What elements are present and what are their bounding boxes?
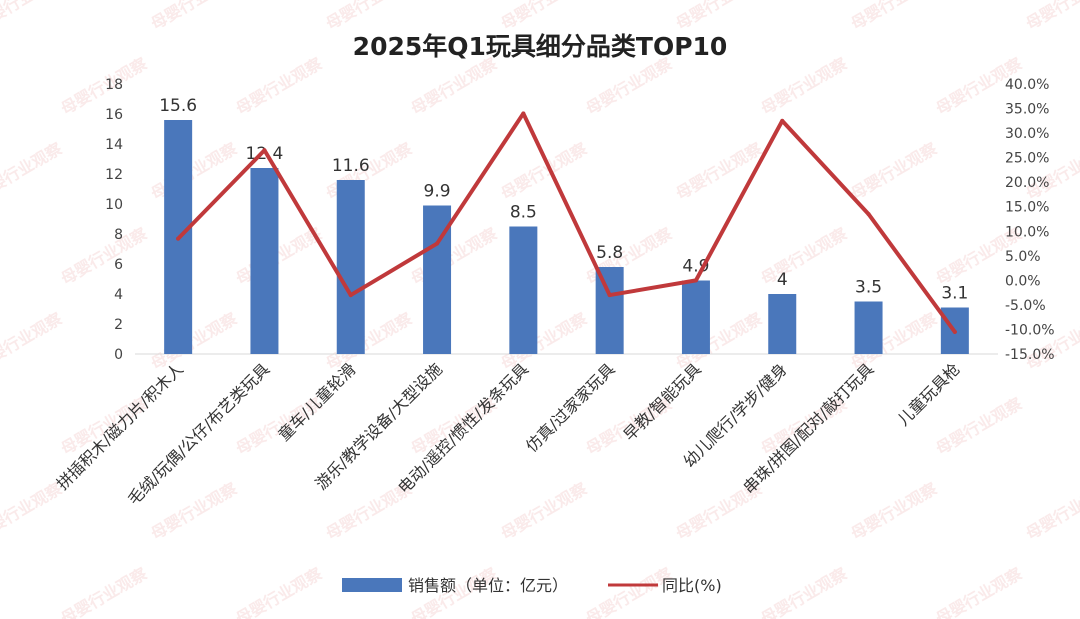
bar — [854, 301, 883, 354]
watermark-text: 母婴行业观察 — [848, 139, 942, 204]
bar-series — [164, 120, 969, 354]
y-left-tick-label: 18 — [105, 77, 123, 93]
watermark-text: 母婴行业观察 — [0, 0, 66, 33]
growth-point — [952, 329, 957, 334]
growth-point — [866, 212, 871, 217]
bar-data-label: 11.6 — [332, 156, 370, 176]
watermark-text: 母婴行业观察 — [933, 564, 1027, 619]
y-left-tick-label: 14 — [105, 137, 123, 153]
watermark-text: 母婴行业观察 — [1023, 139, 1080, 204]
watermark-text: 母婴行业观察 — [58, 224, 152, 289]
watermark-text: 母婴行业观察 — [758, 224, 852, 289]
y-left-tick-label: 8 — [114, 227, 123, 243]
watermark-text: 母婴行业观察 — [933, 394, 1027, 459]
y-left-tick-label: 12 — [105, 167, 123, 183]
watermark-text: 母婴行业观察 — [58, 564, 152, 619]
y-right-tick-label: 15.0% — [1005, 200, 1049, 216]
x-tick-label: 早教/智能玩具 — [620, 359, 705, 444]
watermark-text: 母婴行业观察 — [1023, 479, 1080, 544]
y-right-tick-label: 25.0% — [1005, 151, 1049, 167]
bar-data-label: 15.6 — [159, 96, 197, 116]
y-right-tick-label: 35.0% — [1005, 102, 1049, 118]
watermark-text: 母婴行业观察 — [758, 564, 852, 619]
growth-point — [693, 278, 698, 283]
bar-data-label: 4 — [777, 270, 788, 290]
watermark-text: 母婴行业观察 — [848, 479, 942, 544]
y-right-tick-label: 5.0% — [1005, 249, 1041, 265]
bar — [336, 180, 365, 354]
watermark-text: 母婴行业观察 — [498, 0, 592, 33]
y-right-tick-label: -5.0% — [1005, 298, 1046, 314]
y-right-tick-label: -10.0% — [1005, 322, 1055, 338]
legend-bar-label: 销售额（单位：亿元） — [408, 576, 568, 595]
watermark-text: 母婴行业观察 — [0, 139, 66, 204]
watermark-text: 母婴行业观察 — [323, 0, 417, 33]
line-series — [176, 111, 957, 334]
y-axis-right: -15.0% -10.0% -5.0% 0.0% 5.0% 10.0% 15.0% 20.0%… — [1005, 77, 1055, 363]
growth-point — [780, 118, 785, 123]
y-right-tick-label: 10.0% — [1005, 224, 1049, 240]
bar — [595, 267, 624, 354]
y-left-tick-label: 6 — [114, 257, 123, 273]
watermark-text: 母婴行业观察 — [323, 309, 417, 374]
watermark-text: 母婴行业观察 — [848, 0, 942, 33]
y-left-tick-label: 10 — [105, 197, 123, 213]
growth-point — [176, 236, 181, 241]
bar-data-label: 9.9 — [424, 182, 451, 202]
watermark-text: 母婴行业观察 — [148, 0, 242, 33]
chart-title: 2025年Q1玩具细分品类TOP10 — [353, 32, 728, 61]
bar — [681, 280, 710, 354]
growth-point — [348, 293, 353, 298]
watermark-text: 母婴行业观察 — [498, 479, 592, 544]
y-right-tick-label: -15.0% — [1005, 347, 1055, 363]
x-tick-label: 儿童玩具枪 — [894, 359, 964, 429]
growth-point — [435, 241, 440, 246]
watermark-text: 母婴行业观察 — [673, 0, 767, 33]
y-axis-left: 0 2 4 6 8 10 12 14 16 18 — [105, 77, 123, 363]
watermark-text: 母婴行业观察 — [1023, 0, 1080, 33]
watermark-text: 母婴行业观察 — [233, 564, 327, 619]
y-left-tick-label: 16 — [105, 107, 123, 123]
growth-point — [262, 148, 267, 153]
watermark-text: 母婴行业观察 — [673, 139, 767, 204]
watermark-text: 母婴行业观察 — [0, 479, 66, 544]
y-right-tick-label: 0.0% — [1005, 273, 1041, 289]
growth-line — [176, 111, 957, 334]
bar-data-label: 3.1 — [941, 284, 968, 304]
watermark-text: 母婴行业观察 — [233, 54, 327, 119]
bar — [768, 294, 797, 354]
legend-line-label: 同比(%) — [662, 576, 722, 595]
legend-bar-swatch — [342, 578, 402, 592]
x-tick-label: 童车/儿童轮滑 — [274, 359, 359, 444]
y-right-tick-label: 20.0% — [1005, 175, 1049, 191]
y-left-tick-label: 0 — [114, 347, 123, 363]
legend: 销售额（单位：亿元） 同比(%) — [342, 576, 722, 595]
watermark-text: 母婴行业观察 — [1023, 309, 1080, 374]
watermark-text: 母婴行业观察 — [0, 309, 66, 374]
watermark-text: 母婴行业观察 — [583, 54, 677, 119]
bar — [250, 168, 279, 354]
y-left-tick-label: 4 — [114, 287, 123, 303]
bar — [509, 226, 538, 354]
watermark-text: 母婴行业观察 — [148, 479, 242, 544]
watermark-text: 母婴行业观察 — [408, 54, 502, 119]
watermark-text: 母婴行业观察 — [408, 224, 502, 289]
growth-point — [607, 293, 612, 298]
watermark-text: 母婴行业观察 — [148, 309, 242, 374]
watermark-text: 母婴行业观察 — [498, 139, 592, 204]
bar-data-label: 3.5 — [855, 278, 882, 298]
y-left-tick-label: 2 — [114, 317, 123, 333]
watermark-text: 母婴行业观察 — [758, 54, 852, 119]
y-right-tick-label: 40.0% — [1005, 77, 1049, 93]
bar-data-label: 5.8 — [596, 243, 623, 263]
y-right-tick-label: 30.0% — [1005, 126, 1049, 142]
growth-point — [521, 111, 526, 116]
watermark-text: 母婴行业观察 — [148, 139, 242, 204]
bar-data-label: 8.5 — [510, 203, 537, 223]
